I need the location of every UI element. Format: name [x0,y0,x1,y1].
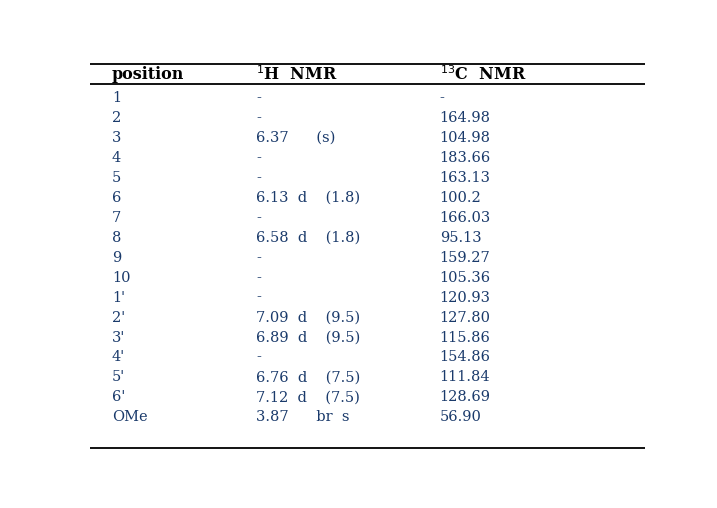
Text: -: - [257,251,261,265]
Text: 163.13: 163.13 [440,171,490,185]
Text: 6.76  d    (7.5): 6.76 d (7.5) [257,370,361,385]
Text: 3': 3' [112,331,125,344]
Text: 183.66: 183.66 [440,151,491,165]
Text: 2: 2 [112,111,121,125]
Text: 9: 9 [112,251,121,265]
Text: 120.93: 120.93 [440,291,490,305]
Text: 3: 3 [112,131,121,145]
Text: 7: 7 [112,211,121,225]
Text: 127.80: 127.80 [440,310,490,325]
Text: 4: 4 [112,151,121,165]
Text: 1: 1 [112,91,121,105]
Text: 166.03: 166.03 [440,211,491,225]
Text: 154.86: 154.86 [440,351,490,364]
Text: 5: 5 [112,171,121,185]
Text: 8: 8 [112,231,121,245]
Text: -: - [257,271,261,284]
Text: -: - [257,151,261,165]
Text: 7.12  d    (7.5): 7.12 d (7.5) [257,390,360,404]
Text: 111.84: 111.84 [440,370,490,385]
Text: 6: 6 [112,191,121,205]
Text: 128.69: 128.69 [440,390,490,404]
Text: $^{1}$H  NMR: $^{1}$H NMR [257,66,338,84]
Text: -: - [440,91,445,105]
Text: 1': 1' [112,291,125,305]
Text: 6': 6' [112,390,125,404]
Text: -: - [257,291,261,305]
Text: 6.13  d    (1.8): 6.13 d (1.8) [257,191,361,205]
Text: 56.90: 56.90 [440,410,482,424]
Text: 4': 4' [112,351,125,364]
Text: 10: 10 [112,271,130,284]
Text: 105.36: 105.36 [440,271,491,284]
Text: -: - [257,91,261,105]
Text: 159.27: 159.27 [440,251,490,265]
Text: -: - [257,111,261,125]
Text: 7.09  d    (9.5): 7.09 d (9.5) [257,310,361,325]
Text: $^{13}$C  NMR: $^{13}$C NMR [440,66,526,84]
Text: 6.58  d    (1.8): 6.58 d (1.8) [257,231,361,245]
Text: 115.86: 115.86 [440,331,490,344]
Text: 100.2: 100.2 [440,191,481,205]
Text: 164.98: 164.98 [440,111,490,125]
Text: position: position [112,66,184,83]
Text: 6.37      (s): 6.37 (s) [257,131,336,145]
Text: -: - [257,351,261,364]
Text: 5': 5' [112,370,125,385]
Text: -: - [257,211,261,225]
Text: OMe: OMe [112,410,148,424]
Text: 95.13: 95.13 [440,231,481,245]
Text: -: - [257,171,261,185]
Text: 6.89  d    (9.5): 6.89 d (9.5) [257,331,361,344]
Text: 3.87      br  s: 3.87 br s [257,410,350,424]
Text: 104.98: 104.98 [440,131,490,145]
Text: 2': 2' [112,310,125,325]
